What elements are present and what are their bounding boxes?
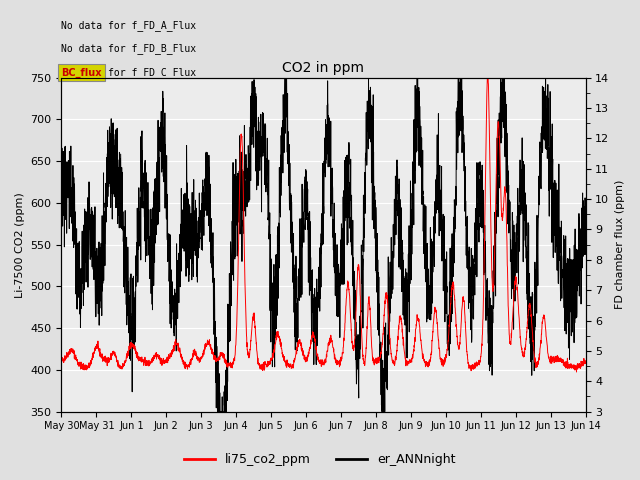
Y-axis label: Li-7500 CO2 (ppm): Li-7500 CO2 (ppm) xyxy=(15,192,25,298)
Text: No data for f_FD_A_Flux: No data for f_FD_A_Flux xyxy=(61,20,196,31)
Y-axis label: FD chamber flux (ppm): FD chamber flux (ppm) xyxy=(615,180,625,309)
Title: CO2 in ppm: CO2 in ppm xyxy=(282,61,365,75)
Legend: li75_co2_ppm, er_ANNnight: li75_co2_ppm, er_ANNnight xyxy=(179,448,461,471)
Text: BC_flux: BC_flux xyxy=(61,67,102,78)
Text: No data for f_FD_B_Flux: No data for f_FD_B_Flux xyxy=(61,43,196,54)
Text: No data for f_FD_C_Flux: No data for f_FD_C_Flux xyxy=(61,67,196,78)
